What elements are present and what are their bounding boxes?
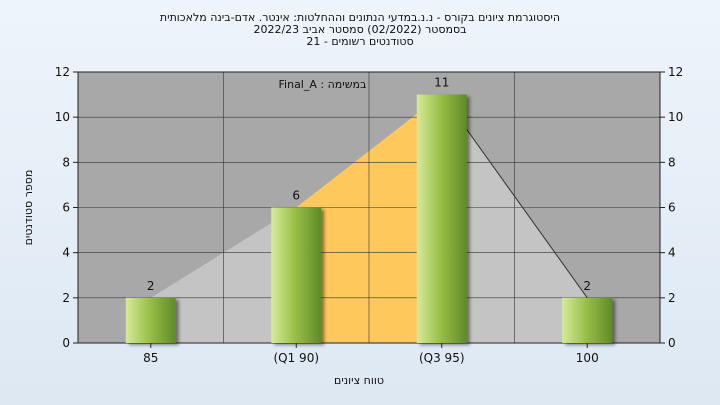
chart-subtitle-students: סטודנטים רשומים - 21 (306, 35, 414, 48)
chart-title: היסטוגרמת ציונים בקורס - נ.נ.במדעי הנתונ… (159, 11, 561, 24)
y-tick-label: 8 (62, 155, 70, 169)
bar (416, 94, 467, 343)
y-tick-label: 0 (62, 336, 70, 350)
y-axis-title: מספר סטודנטים (22, 170, 35, 246)
y2-tick-label: 12 (668, 65, 683, 79)
x-tick-label: (Q1 90) (273, 351, 319, 365)
y-tick-label: 10 (55, 110, 70, 124)
y-tick-label: 12 (55, 65, 70, 79)
x-tick-label: 85 (143, 351, 158, 365)
chart-annotation: במשימה : Final_A (279, 78, 367, 91)
x-axis-title: טווח ציונים (334, 374, 384, 387)
bar (271, 207, 322, 343)
bar-value-label: 2 (147, 279, 155, 293)
bar-value-label: 2 (583, 279, 591, 293)
bar-value-label: 6 (292, 189, 300, 203)
y2-tick-label: 6 (668, 201, 676, 215)
y-tick-label: 4 (62, 246, 70, 260)
bar (562, 297, 613, 343)
y2-tick-label: 4 (668, 246, 676, 260)
bar-value-label: 11 (434, 76, 449, 90)
y2-tick-label: 2 (668, 291, 676, 305)
y2-tick-label: 0 (668, 336, 676, 350)
x-tick-label: (Q3 95) (419, 351, 465, 365)
x-tick-label: 100 (576, 351, 599, 365)
chart-subtitle-semester: בסמסטר (02/2022) סמסטר אביב 2022/23 (253, 23, 467, 36)
bar (125, 297, 176, 343)
y2-tick-label: 8 (668, 155, 676, 169)
y2-tick-label: 10 (668, 110, 683, 124)
y-tick-label: 6 (62, 201, 70, 215)
y-tick-label: 2 (62, 291, 70, 305)
